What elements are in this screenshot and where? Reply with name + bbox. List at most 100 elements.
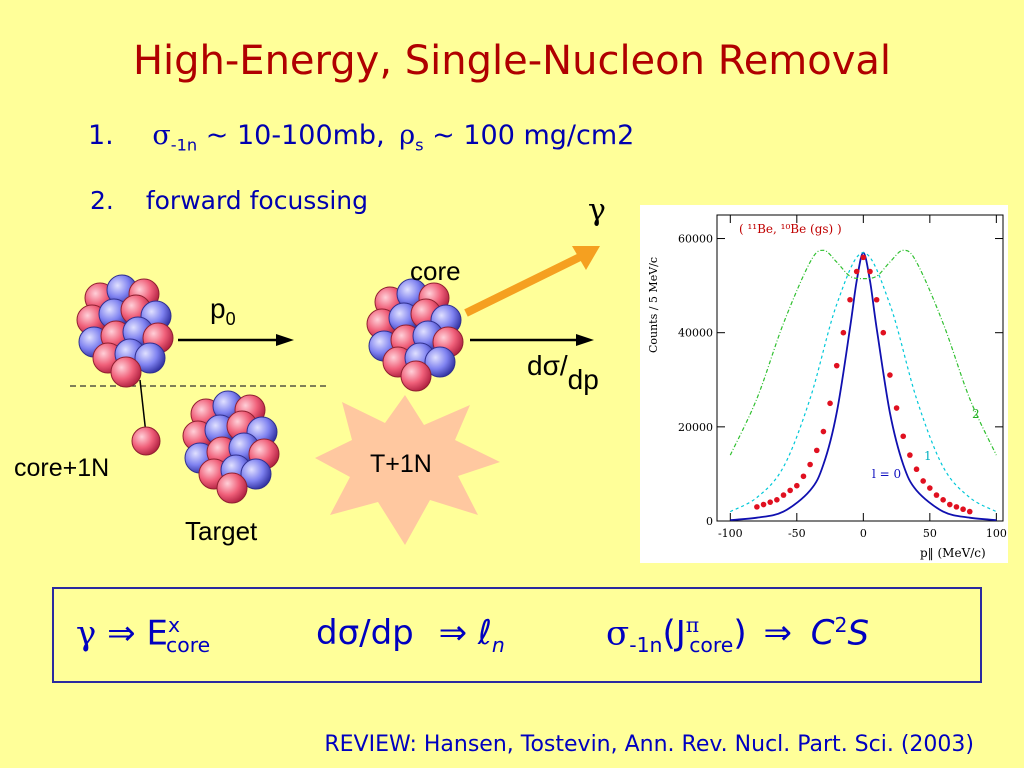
curve-label-l0: l = 0 [872, 467, 901, 481]
proton [110, 356, 142, 388]
y-tick-label: 20000 [678, 421, 713, 434]
formula-arrow-3: ⇒ [763, 613, 792, 654]
data-point [873, 296, 880, 303]
data-point [833, 362, 840, 369]
formula-J-sub: core [689, 633, 734, 658]
data-point [787, 487, 793, 494]
data-point [946, 501, 953, 508]
removed-nucleon [131, 426, 161, 456]
momentum-plot-panel: -100 -50 0 50 100 0 20000 40000 60000 ( ¹¹Be, ¹⁰… [640, 205, 1008, 563]
data-point [927, 485, 933, 491]
plot-ylabel: Counts / 5 MeV/c [647, 257, 660, 353]
formula-J-close: ) [733, 613, 747, 654]
point-1-number: 1. [88, 120, 114, 151]
data-point [933, 492, 940, 498]
p0-arrowhead [276, 334, 294, 346]
proton [216, 472, 248, 504]
plot-frame [716, 214, 1004, 522]
point-1-text1: ~ 10-100mb, [197, 120, 385, 151]
y-tick-label: 0 [706, 515, 713, 528]
x-tick-label: 100 [986, 527, 1007, 540]
data-point [887, 372, 893, 378]
data-point [840, 329, 847, 336]
y-tick-label: 60000 [678, 233, 713, 246]
x-tick-label: 0 [860, 527, 867, 540]
formula-C-sup: 2 [834, 613, 848, 637]
formula-dsdp: dσ/dp [316, 613, 414, 653]
core-label: core [410, 256, 461, 286]
data-point [880, 329, 887, 336]
formula-E-sup: x [167, 613, 181, 637]
formula-arrow-2: ⇒ [438, 613, 468, 653]
neutron [134, 342, 166, 374]
data-point [953, 504, 960, 510]
target-label: Target [185, 516, 258, 546]
point-2-number: 2. [90, 186, 114, 215]
plot-legend: ( ¹¹Be, ¹⁰Be (gs) ) [739, 222, 842, 236]
data-point [800, 473, 807, 480]
reaction-star [315, 395, 500, 545]
data-point [754, 504, 760, 510]
formula-E-sub: core [166, 633, 211, 658]
plot-points [754, 254, 973, 515]
rho-symbol: ρ [399, 120, 416, 151]
point-1-text2: ~ 100 mg/cm2 [423, 120, 635, 151]
data-point [780, 492, 787, 498]
momentum-plot: -100 -50 0 50 100 0 20000 40000 60000 ( ¹¹Be, ¹⁰… [647, 214, 1007, 560]
data-point [893, 405, 900, 411]
point-1: 1. σ-1n ~ 10-100mb, ρs ~ 100 mg/cm2 [88, 120, 634, 154]
data-point [807, 461, 813, 468]
data-point [867, 268, 873, 275]
formula-sigma-sub: -1n [629, 633, 663, 658]
data-point [853, 268, 860, 275]
gamma-arrow-line [464, 251, 586, 317]
data-point [827, 400, 833, 407]
slide-title: High-Energy, Single-Nucleon Removal [132, 38, 892, 84]
plot-ticks: -100 -50 0 50 100 0 20000 40000 60000 [678, 215, 1007, 540]
formula-J-open: (J [662, 613, 686, 654]
curve-label-l2: 2 [972, 407, 980, 421]
sigma-subscript: -1n [170, 135, 198, 155]
formula-part-1: γ ⇒ Excore [76, 613, 210, 657]
neutron [240, 458, 272, 490]
data-point [960, 506, 966, 513]
formula-part-3: σ-1n(Jπcore) ⇒ C2S [606, 613, 869, 657]
neutron [424, 346, 456, 378]
formula-arrow-1: ⇒ [107, 613, 136, 654]
data-point [920, 478, 926, 484]
t-plus-1n-label: T+1N [370, 450, 432, 478]
sigma-symbol: σ [152, 120, 171, 151]
data-point [820, 428, 827, 435]
proton [400, 360, 432, 392]
p0-label: p0 [210, 293, 236, 329]
core-nucleus [366, 278, 464, 392]
formula-J-sup: π [685, 613, 700, 637]
formula-ell-sub: n [491, 632, 505, 657]
nucleon-connector [139, 379, 147, 435]
core-arrowhead [576, 334, 594, 346]
rho-subscript: s [415, 135, 424, 155]
data-point [813, 447, 820, 454]
formula-E: E [146, 613, 168, 654]
data-point [913, 466, 920, 473]
data-point [940, 497, 946, 503]
formula-gamma: γ [76, 613, 97, 654]
plot-curves [729, 249, 997, 521]
formula-ell: ℓ [477, 613, 492, 653]
point-2-text: forward focussing [145, 186, 369, 215]
point-2: 2. forward focussing [90, 186, 368, 215]
gamma-arrowhead [572, 246, 600, 270]
data-point [900, 433, 907, 440]
curve-l0 [730, 251, 997, 521]
data-point [847, 296, 853, 303]
data-point [966, 508, 973, 515]
target-nucleus [182, 390, 280, 504]
data-point [907, 452, 913, 458]
data-point [774, 497, 780, 503]
x-tick-label: -100 [718, 527, 743, 540]
x-tick-label: -50 [788, 527, 806, 540]
plot-xlabel: p‖ (MeV/c) [920, 546, 986, 560]
formula-sigma: σ [606, 613, 630, 654]
projectile-nucleus [76, 274, 174, 388]
formula-box: γ ⇒ Excore dσ/dp ⇒ ℓn σ-1n(Jπcore) ⇒ C2S [52, 587, 982, 683]
